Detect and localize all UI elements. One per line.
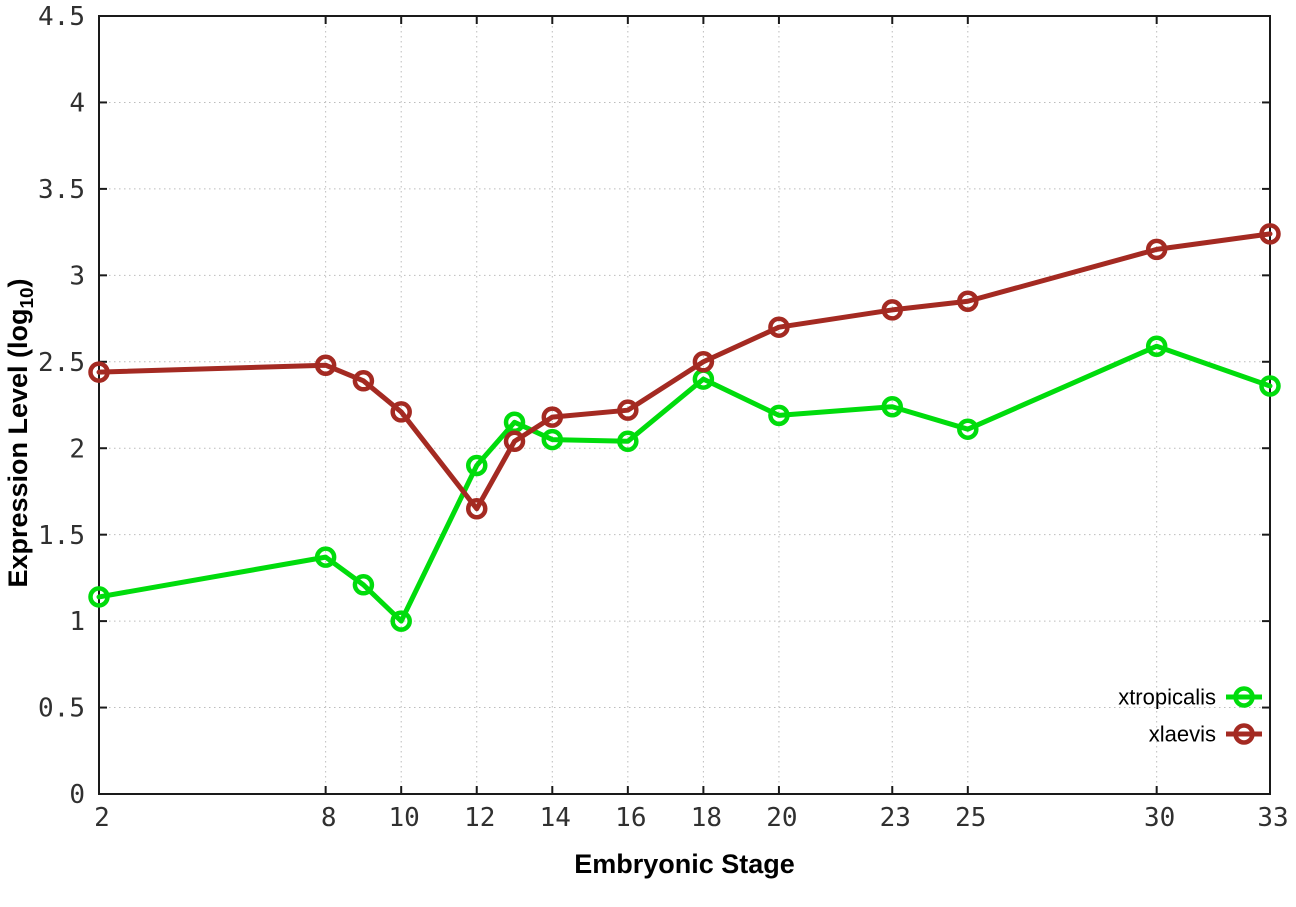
y-tick-label: 2 [69,434,85,464]
data-point [390,610,412,632]
plot-border [98,15,1271,795]
legend-row-xtropicalis: xtropicalis [1118,685,1262,710]
data-point [1145,335,1168,357]
y-tick-label: 1.5 [38,521,85,551]
y-axis-title-end: ) [2,278,33,288]
data-point [692,351,715,373]
data-point [503,430,526,453]
data-point [957,290,979,313]
data-point [352,574,375,596]
x-tick-label: 23 [880,803,911,833]
data-point [465,454,488,477]
data-point [1259,223,1281,245]
data-point [88,361,110,383]
x-tick-label: 16 [615,803,646,833]
data-point [1145,238,1168,261]
legend-sample-marker-xtropicalis [1233,686,1255,708]
data-point [881,299,904,321]
data-point [314,354,337,376]
y-axis-title-main: Expression Level (log [2,308,33,588]
y-tick-label: 0.5 [38,694,85,724]
y-tick-label: 0 [69,780,85,810]
data-point [88,586,110,608]
legend: xtropicalis xlaevis [1118,685,1262,747]
gridlines [99,16,1270,794]
data-point [957,418,979,440]
data-point [352,370,375,392]
legend-sample-marker-xlaevis [1233,723,1255,745]
y-axis-title-subscript: 10 [17,287,39,309]
y-tick-label: 4 [69,89,85,119]
tick-labels: 2 8 10 12 14 16 18 20 23 25 30 33 0 0.5 1 1.5 2 2.5 3 3.5 4 4… [38,2,1289,833]
x-tick-label: 2 [94,803,110,833]
x-tick-label: 25 [955,803,986,833]
data-point [541,406,564,428]
y-tick-label: 3.5 [38,175,85,205]
data-point [541,428,564,451]
data-point [1259,375,1281,397]
data-point [617,430,639,453]
x-axis-title: Embryonic Stage [574,849,795,879]
x-tick-label: 12 [464,803,495,833]
x-tick-label: 30 [1144,803,1175,833]
legend-label-xtropicalis: xtropicalis [1118,685,1216,710]
data-point [390,401,412,423]
data-point [881,395,904,418]
data-point [768,404,790,427]
legend-label-xlaevis: xlaevis [1149,722,1216,747]
y-axis-title: Expression Level (log10) [3,278,39,587]
y-tick-label: 1 [69,607,85,637]
x-tick-label: 20 [766,803,797,833]
series-markers-xtropicalis [88,335,1281,632]
x-tick-label: 8 [321,803,337,833]
series-markers-xlaevis [88,223,1281,520]
tick-marks [98,15,1271,795]
data-point [617,399,639,421]
data-point [768,316,790,338]
series-line-xtropicalis [96,343,1273,624]
data-point [314,546,337,568]
y-tick-label: 2.5 [38,348,85,378]
data-point [465,497,488,520]
y-tick-label: 3 [69,261,85,291]
x-tick-label: 18 [691,803,722,833]
x-tick-label: 14 [540,803,571,833]
legend-row-xlaevis: xlaevis [1149,722,1262,747]
x-tick-label: 33 [1257,803,1288,833]
y-tick-label: 4.5 [38,2,85,32]
x-tick-label: 10 [389,803,420,833]
